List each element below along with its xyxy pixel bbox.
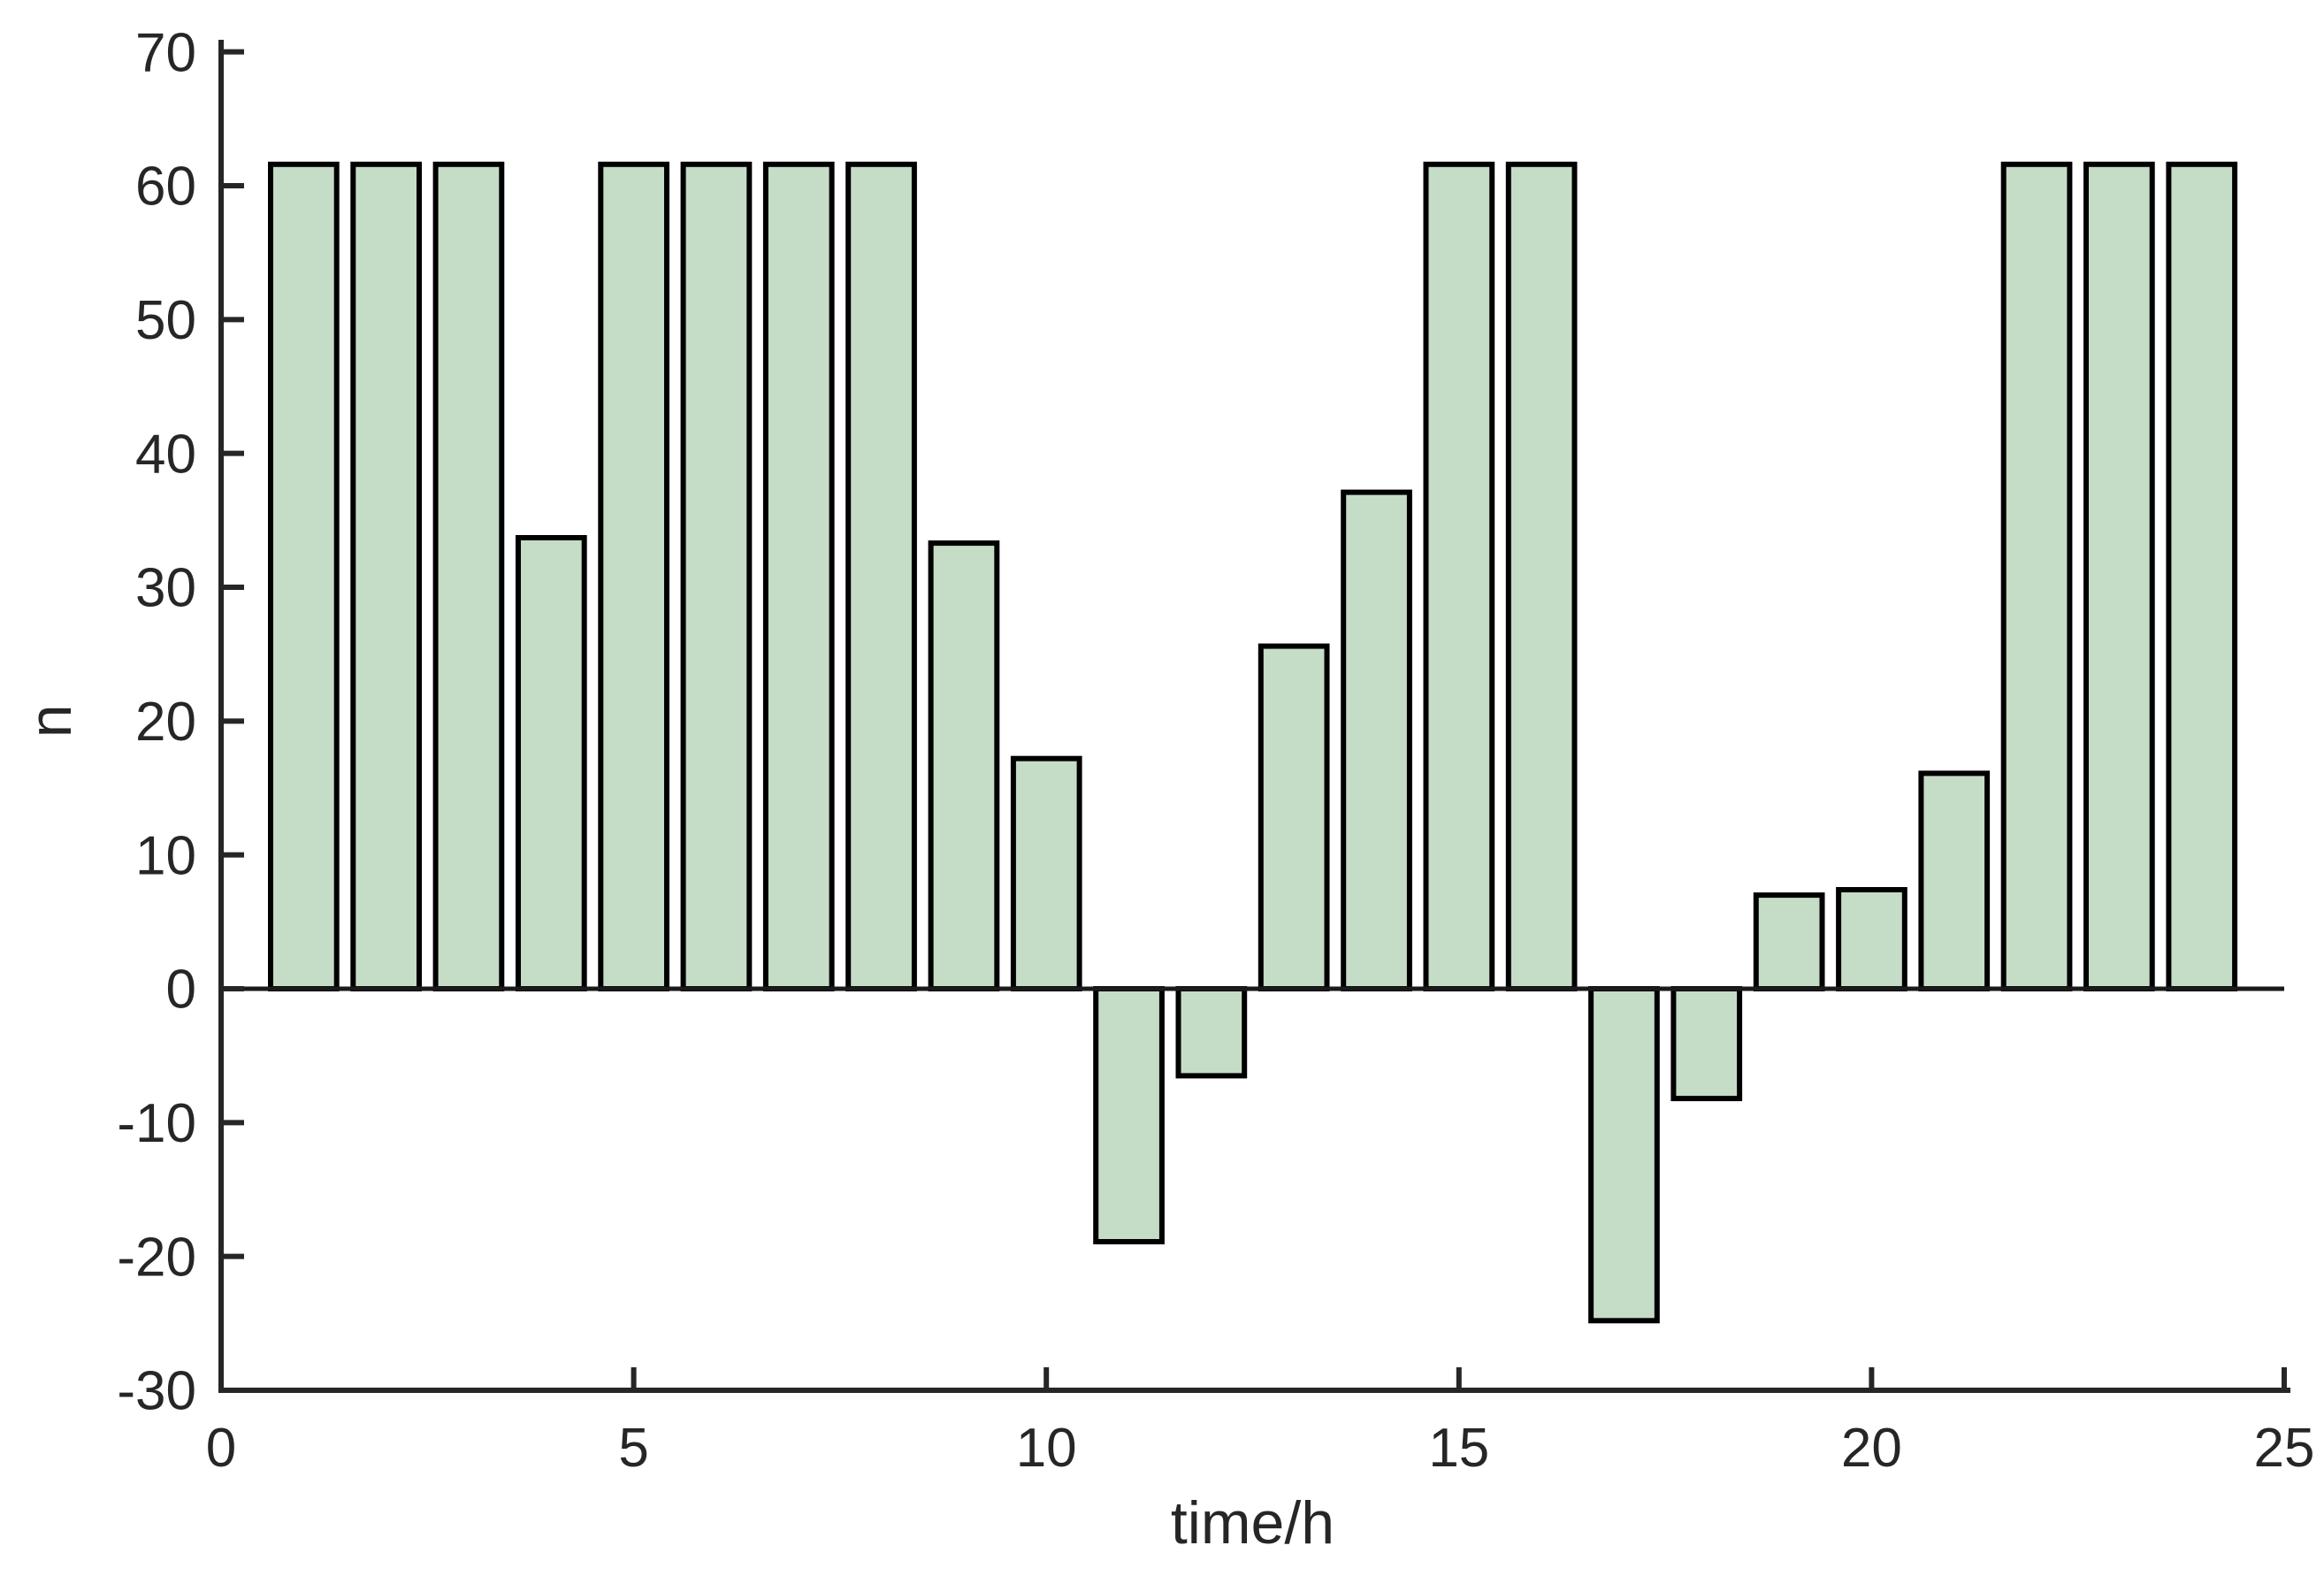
x-tick-label: 10 — [1016, 1418, 1077, 1479]
bar — [1010, 755, 1082, 991]
bar — [928, 540, 1000, 991]
bar — [268, 161, 340, 992]
x-tick-label: 25 — [2254, 1418, 2315, 1479]
y-tick-label: 10 — [135, 825, 196, 886]
y-tick-label: 70 — [135, 22, 196, 83]
y-tick-label: 50 — [135, 290, 196, 351]
bar — [1753, 892, 1825, 991]
bar — [762, 161, 835, 992]
y-tick-label: -10 — [117, 1093, 196, 1154]
bar — [1588, 986, 1660, 1324]
y-tick-label: -20 — [117, 1227, 196, 1288]
bar — [1670, 986, 1743, 1102]
y-tick-label: -30 — [117, 1361, 196, 1422]
bar — [2083, 161, 2155, 992]
x-axis-label: time/h — [1171, 1489, 1334, 1557]
y-tick-label: 30 — [135, 558, 196, 619]
y-axis-label: n — [17, 704, 84, 738]
bar — [1341, 489, 1412, 991]
bar — [1258, 643, 1330, 991]
y-tick-label: 20 — [135, 692, 196, 753]
x-tick-label: 0 — [206, 1418, 236, 1479]
bar — [845, 161, 917, 992]
bar — [1918, 770, 1991, 992]
bar — [1093, 986, 1165, 1244]
bar — [350, 161, 422, 992]
bar — [1423, 161, 1495, 992]
x-tick-label: 5 — [618, 1418, 648, 1479]
y-tick-label: 0 — [166, 960, 196, 1021]
bar — [516, 535, 587, 991]
y-tick-label: 40 — [135, 424, 196, 485]
bar — [2166, 161, 2238, 992]
bar — [1505, 161, 1578, 992]
bar — [1175, 986, 1248, 1079]
x-tick-label: 15 — [1428, 1418, 1489, 1479]
bar — [432, 161, 505, 992]
bar — [680, 161, 753, 992]
bar — [598, 161, 669, 992]
x-tick-label: 20 — [1841, 1418, 1902, 1479]
bar — [1836, 887, 1907, 991]
bar — [2000, 161, 2073, 992]
y-tick-label: 60 — [135, 157, 196, 218]
